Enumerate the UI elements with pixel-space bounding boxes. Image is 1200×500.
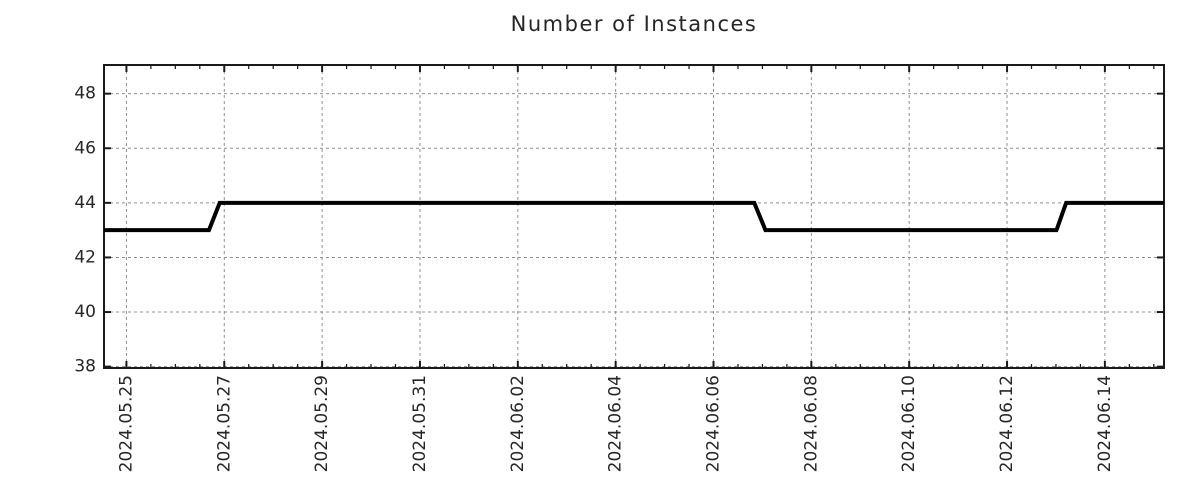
x-tick-label: 2024.06.08 [801, 375, 821, 472]
chart-title: Number of Instances [510, 12, 758, 36]
x-tick-label: 2024.05.31 [410, 375, 430, 472]
y-tick-label: 48 [74, 84, 96, 104]
y-tick-label: 38 [74, 357, 96, 377]
x-tick-label: 2024.05.27 [214, 375, 234, 472]
plot-border [103, 64, 1165, 369]
x-tick-label: 2024.05.29 [312, 375, 332, 472]
y-tick-label: 40 [74, 302, 96, 322]
y-tick-label: 44 [74, 193, 96, 213]
series-line-instances [104, 200, 1164, 233]
x-tick-label: 2024.06.04 [606, 375, 626, 472]
x-tick-label: 2024.06.12 [997, 375, 1017, 472]
y-tick-label: 46 [74, 138, 96, 158]
x-tick-label: 2024.05.25 [116, 375, 136, 472]
x-tick-label: 2024.06.06 [704, 375, 724, 472]
y-tick-label: 42 [74, 247, 96, 267]
x-tick-label: 2024.06.02 [508, 375, 528, 472]
x-tick-label: 2024.06.14 [1095, 375, 1115, 472]
x-tick-label: 2024.06.10 [899, 375, 919, 472]
